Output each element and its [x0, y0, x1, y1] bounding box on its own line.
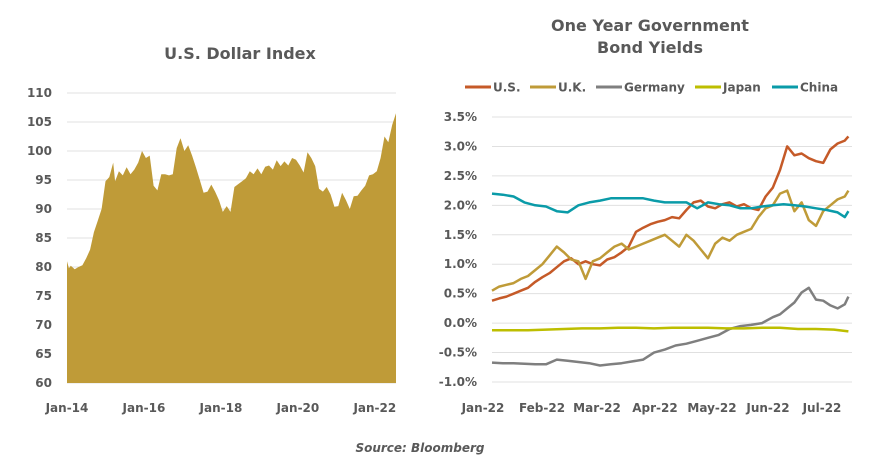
y-tick-label: 100 — [27, 144, 52, 158]
y-tick-label: 1.5% — [444, 228, 477, 242]
x-tick-label: Jan-20 — [275, 401, 319, 415]
y-tick-label: 80 — [35, 260, 52, 274]
series-line-china — [491, 192, 850, 219]
bond-yields-title-line-1: One Year Government — [551, 16, 749, 35]
y-tick-label: 0.0% — [444, 316, 477, 330]
dollar-index-area — [67, 113, 396, 384]
y-tick-label: 65 — [35, 347, 52, 361]
y-tick-label: 70 — [35, 318, 52, 332]
bond-yields-chart: -1.0% -0.5% 0.0% 0.5% 1.0% 1.5% 2.0% 2.5% 3.0% 3.… — [439, 81, 852, 415]
y-tick-label: 110 — [27, 86, 52, 100]
y-tick-label: 105 — [27, 115, 52, 129]
x-tick-label: Jan-18 — [199, 401, 243, 415]
y-tick-label: 2.0% — [444, 198, 477, 212]
legend-label-japan: Japan — [722, 81, 761, 95]
x-tick-label: Mar-22 — [573, 401, 621, 415]
x-tick-label: Jan-22 — [461, 401, 505, 415]
y-tick-label: 85 — [35, 231, 52, 245]
y-tick-label: -1.0% — [439, 375, 477, 389]
y-tick-label: 90 — [35, 202, 52, 216]
bond-yields-title: One Year Government Bond Yields — [490, 15, 810, 59]
x-tick-label: Apr-22 — [632, 401, 677, 415]
legend-label-uk: U.K. — [558, 81, 586, 95]
y-tick-label: 3.0% — [444, 139, 477, 153]
series-line-us — [491, 135, 850, 302]
x-tick-label: May-22 — [687, 401, 736, 415]
x-tick-label: Jun-22 — [745, 401, 789, 415]
y-tick-label: 60 — [35, 376, 52, 390]
source-note: Source: Bloomberg — [355, 441, 485, 455]
y-tick-label: 2.5% — [444, 169, 477, 183]
series-line-germany — [491, 286, 850, 367]
legend-label-germany: Germany — [624, 81, 685, 95]
y-tick-label: 95 — [35, 173, 52, 187]
y-tick-label: 75 — [35, 289, 52, 303]
x-tick-label: Feb-22 — [519, 401, 565, 415]
y-tick-label: 3.5% — [444, 110, 477, 124]
dollar-index-chart: 60 65 70 75 80 85 90 95 100 105 110 Jan-14 Jan-16 Jan… — [27, 86, 396, 415]
dollar-index-title: U.S. Dollar Index — [164, 44, 316, 63]
y-tick-label: 0.5% — [444, 287, 477, 301]
x-tick-label: Jul-22 — [802, 401, 842, 415]
bond-yields-title-line-2: Bond Yields — [597, 38, 703, 57]
y-tick-label: -0.5% — [439, 346, 477, 360]
series-line-japan — [492, 326, 849, 333]
x-tick-label: Jan-16 — [122, 401, 166, 415]
legend-label-china: China — [800, 81, 838, 95]
x-tick-label: Jan-22 — [352, 401, 396, 415]
x-tick-label: Jan-14 — [45, 401, 89, 415]
legend-label-us: U.S. — [493, 81, 521, 95]
y-tick-label: 1.0% — [444, 257, 477, 271]
